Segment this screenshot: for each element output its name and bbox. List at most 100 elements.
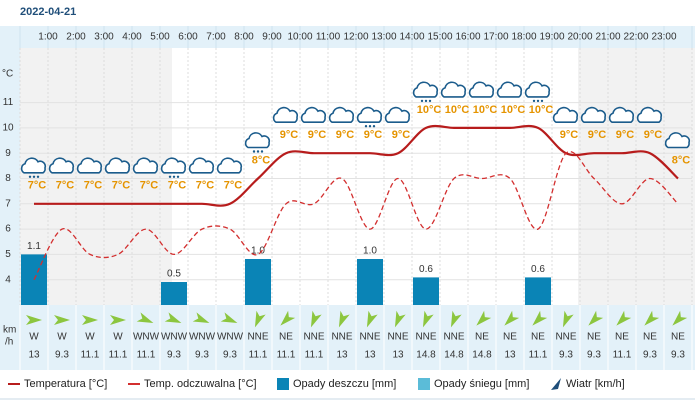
rain-drop — [176, 175, 180, 178]
wind-direction: WNW — [161, 332, 188, 343]
legend-label: Temp. odczuwalna [°C] — [144, 378, 257, 390]
wind-unit: km — [3, 325, 16, 336]
rain-drop — [368, 125, 372, 128]
weather-icon — [524, 81, 551, 103]
wind-speed: 9.3 — [195, 350, 209, 361]
rain-drop — [420, 99, 424, 103]
wind-speed: 13 — [28, 350, 40, 361]
wind-direction: NE — [643, 332, 657, 343]
precip-bar — [245, 259, 271, 305]
hour-label: 19:00 — [539, 32, 564, 43]
weather-icon — [48, 157, 75, 174]
y-tick-label: 6 — [5, 224, 11, 235]
weather-icon — [664, 132, 691, 149]
temperature-label: 9°C — [616, 129, 635, 141]
wind-direction: NE — [475, 332, 489, 343]
weather-icon — [20, 157, 47, 178]
y-unit: °C — [2, 69, 13, 80]
wind-speed: 11.1 — [529, 350, 548, 361]
cloud — [524, 81, 551, 98]
hour-label: 1:00 — [38, 32, 58, 43]
temperature-label: 10°C — [473, 104, 498, 116]
wind-speed: 9.3 — [55, 350, 69, 361]
temperature-label: 9°C — [392, 129, 411, 141]
wind-speed: 9.3 — [671, 350, 685, 361]
wind-direction: W — [57, 332, 67, 343]
rain-drop — [28, 175, 32, 178]
cloud — [160, 157, 187, 174]
wind-speed: 11.1 — [109, 350, 128, 361]
weather-icon — [552, 106, 579, 123]
wind-arrow — [616, 310, 632, 326]
weather-icon — [468, 81, 495, 98]
temperature-label: 7°C — [28, 180, 47, 192]
feels-like-line — [33, 150, 679, 281]
wind-arrow — [220, 312, 238, 324]
wind-speed: 11.1 — [277, 350, 296, 361]
weather-icon — [440, 81, 467, 98]
cloud — [664, 132, 691, 149]
hour-label: 16:00 — [455, 32, 480, 43]
rain-drop — [36, 175, 40, 178]
rain-drop — [364, 125, 368, 128]
wind-arrow — [164, 312, 182, 324]
hour-label: 14:00 — [399, 32, 424, 43]
wind-direction: W — [113, 332, 123, 343]
rain-drop — [428, 99, 432, 103]
wind-speed: 11.1 — [137, 350, 156, 361]
wind-speed: 9.3 — [167, 350, 181, 361]
hour-label: 10:00 — [287, 32, 312, 43]
wind-arrow — [532, 310, 548, 326]
axis-panel — [0, 26, 20, 370]
chart-title: 2022-04-21 — [20, 6, 76, 18]
wind-arrow — [110, 315, 126, 325]
cloud — [244, 132, 271, 149]
wind-arrow — [394, 310, 406, 328]
precip-bar — [161, 282, 187, 305]
weather-icon — [608, 106, 635, 123]
wind-speed: 13 — [392, 350, 404, 361]
rain-drop — [532, 99, 536, 103]
wind-arrow — [366, 310, 378, 328]
wind-arrow — [504, 310, 520, 326]
precip-label: 1.1 — [27, 241, 41, 252]
cloud — [48, 157, 75, 174]
weather-icon — [300, 106, 327, 123]
temperature-line — [34, 124, 679, 207]
legend-label: Temperatura [°C] — [24, 378, 107, 390]
hour-label: 15:00 — [427, 32, 452, 43]
wind-direction: NNE — [387, 332, 408, 343]
wind-direction: NE — [615, 332, 629, 343]
hour-label: 20:00 — [567, 32, 592, 43]
cloud — [384, 106, 411, 123]
weather-icon — [188, 157, 215, 174]
cloud — [328, 106, 355, 123]
wind-arrow — [192, 312, 210, 324]
cloud — [412, 81, 439, 98]
weather-icon — [580, 106, 607, 123]
wind-arrow — [310, 310, 322, 328]
legend-label: Opady deszczu [mm] — [293, 378, 396, 390]
wind-speed: 14.8 — [444, 350, 464, 361]
precip-label: 0.5 — [167, 269, 181, 280]
wind-arrow — [588, 310, 604, 326]
wind-arrow — [54, 315, 70, 325]
legend-swatch — [551, 378, 561, 390]
precip-label: 0.6 — [531, 264, 545, 275]
cloud — [104, 157, 131, 174]
wind-arrow — [136, 312, 154, 324]
weather-icon — [384, 106, 411, 123]
weather-icon — [328, 106, 355, 123]
cloud — [468, 81, 495, 98]
wind-arrow — [422, 310, 434, 328]
wind-direction: NNE — [331, 332, 352, 343]
y-tick-label: 5 — [5, 249, 11, 260]
precip-bar — [525, 277, 551, 305]
temperature-label: 7°C — [56, 180, 75, 192]
wind-arrow — [562, 310, 574, 328]
cloud — [216, 157, 243, 174]
wind-direction: NNE — [247, 332, 268, 343]
temperature-label: 7°C — [196, 180, 215, 192]
hour-label: 9:00 — [262, 32, 282, 43]
temperature-label: 9°C — [308, 129, 327, 141]
